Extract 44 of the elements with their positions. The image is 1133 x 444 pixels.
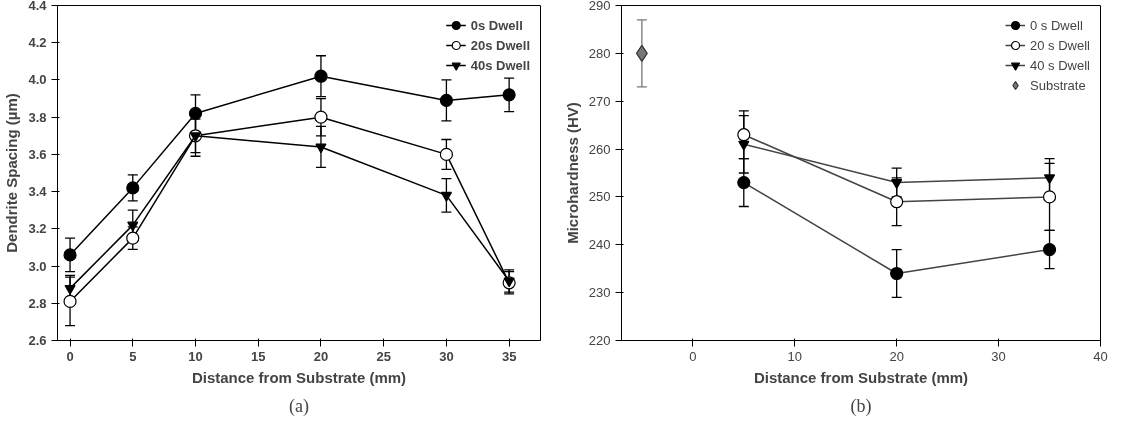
y-tick-label: 3.0 (28, 258, 47, 274)
x-tick-label: 0 (689, 348, 697, 364)
y-tick-label: 250 (588, 189, 611, 205)
y-tick-label: 2.8 (28, 295, 47, 311)
y-tick-label: 3.8 (28, 109, 47, 125)
legend-label: 20 s Dwell (1030, 37, 1090, 53)
y-tick-label: 3.6 (28, 146, 47, 162)
x-tick-label: 10 (188, 348, 203, 364)
x-tick-label: 30 (439, 348, 454, 364)
legend-label: 40 s Dwell (1030, 57, 1090, 73)
x-axis-title: Distance from Substrate (mm) (753, 368, 969, 386)
text: (b) (850, 395, 872, 417)
y-tick-label: 4.2 (28, 35, 47, 51)
legend-label: 40s Dwell (470, 57, 530, 73)
y-tick-label: 280 (588, 45, 611, 61)
x-tick-label: 15 (251, 348, 266, 364)
y-tick-label: 2.6 (28, 333, 47, 348)
y-tick-label: 290 (588, 0, 611, 13)
x-tick-label: 30 (991, 348, 1006, 364)
y-tick-label: 4.0 (28, 72, 47, 88)
x-tick-label: 35 (501, 348, 517, 364)
x-tick-label: 20 (313, 348, 329, 364)
legend-label: 0s Dwell (470, 17, 523, 33)
y-axis-title: Dendrite Spacing (µm) (3, 93, 21, 253)
y-tick-label: 230 (588, 285, 611, 301)
x-tick-label: 40 (1093, 348, 1108, 364)
x-tick-label: 20 (889, 348, 904, 364)
legend-label: 20s Dwell (470, 37, 530, 53)
y-tick-label: 220 (588, 333, 611, 348)
y-tick-label: 3.2 (28, 221, 47, 237)
legend-label: 0 s Dwell (1030, 17, 1083, 33)
text: (a) (289, 395, 309, 417)
y-tick-label: 4.4 (28, 0, 48, 13)
y-tick-label: 260 (588, 141, 611, 157)
y-tick-label: 270 (588, 93, 611, 109)
y-tick-label: 3.4 (28, 184, 48, 200)
y-axis-title: Microhardness (HV) (563, 102, 581, 244)
x-tick-label: 25 (376, 348, 391, 364)
y-tick-label: 240 (588, 237, 611, 253)
legend-label: Substrate (1030, 77, 1086, 93)
x-tick-label: 0 (66, 348, 74, 364)
x-axis-title: Distance from Substrate (mm) (191, 368, 407, 386)
x-tick-label: 10 (787, 348, 802, 364)
x-tick-label: 5 (129, 348, 137, 364)
